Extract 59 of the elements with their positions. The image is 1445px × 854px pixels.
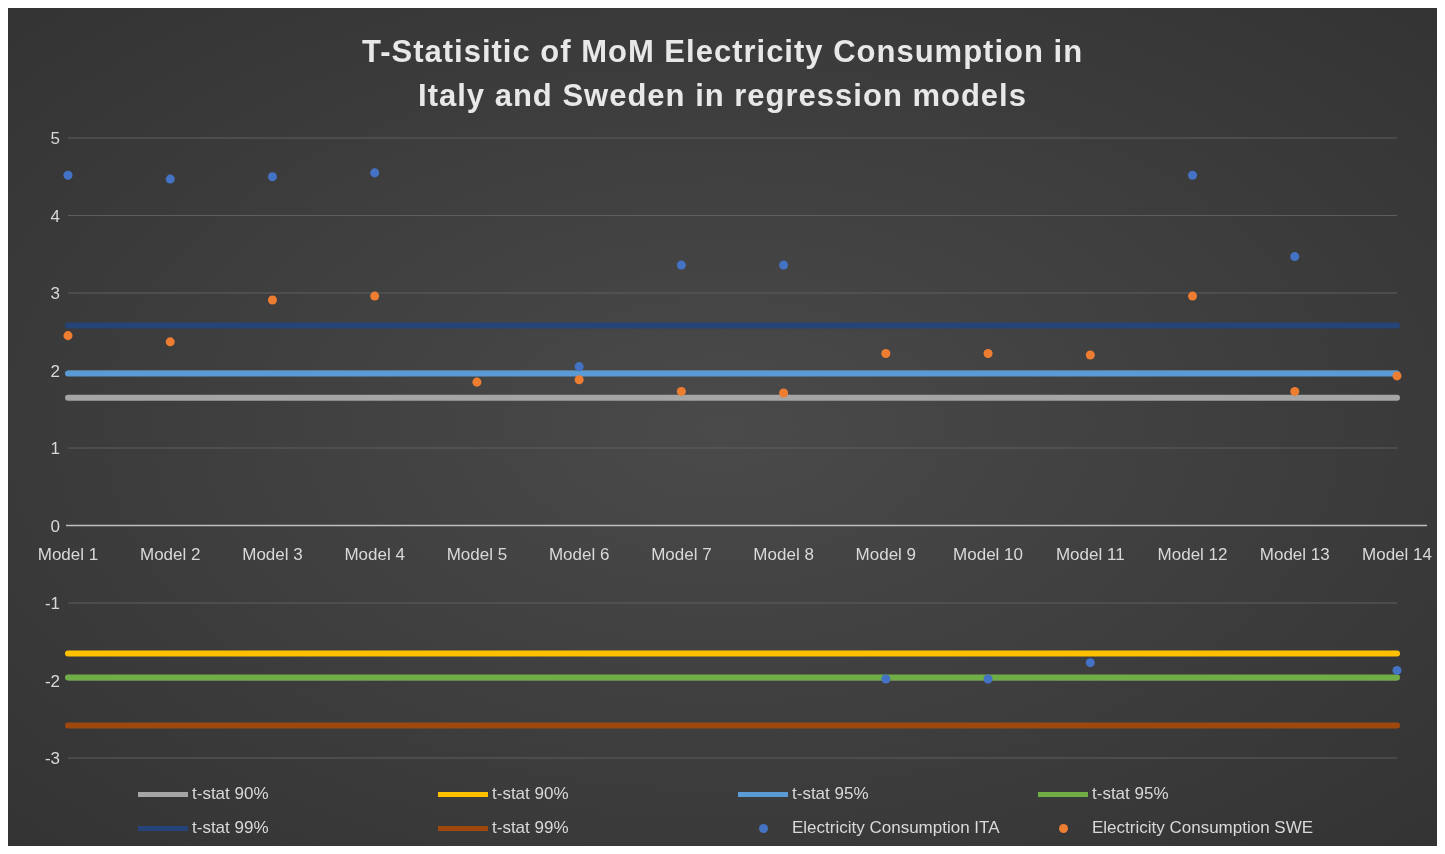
legend-label: Electricity Consumption ITA <box>792 818 1000 838</box>
x-tick-label: Model 5 <box>446 544 508 564</box>
point <box>779 260 789 270</box>
point <box>267 172 277 182</box>
legend-label: t-stat 90% <box>492 784 569 804</box>
point <box>676 260 686 270</box>
x-tick-label: Model 4 <box>344 544 405 564</box>
x-tick-label: Model 14 <box>1362 544 1432 564</box>
x-tick-label: Model 10 <box>953 544 1024 564</box>
point <box>370 291 380 301</box>
point <box>267 295 277 305</box>
point <box>574 375 584 385</box>
x-tick-label: Model 13 <box>1259 544 1330 564</box>
y-tick-label: 3 <box>50 284 60 304</box>
point <box>165 174 175 184</box>
point <box>881 348 891 358</box>
point <box>1392 371 1402 381</box>
y-tick-label: -1 <box>44 594 60 614</box>
chart-title: T-Statisitic of MoM Electricity Consumption in Italy and Sweden in regression models <box>360 33 1085 115</box>
point <box>983 674 993 684</box>
point <box>779 388 789 398</box>
y-tick-label: 0 <box>50 516 60 536</box>
point <box>63 170 73 180</box>
x-tick-label: Model 11 <box>1055 544 1125 564</box>
legend-label: t-stat 95% <box>1092 784 1169 804</box>
y-tick-label: 4 <box>50 206 60 226</box>
point <box>165 337 175 347</box>
y-tick-label: 5 <box>50 129 60 149</box>
point <box>676 386 686 396</box>
y-tick-label: 2 <box>50 361 60 381</box>
point <box>370 168 380 178</box>
legend-label: t-stat 99% <box>192 818 269 838</box>
point <box>63 331 73 341</box>
x-tick-label: Model 6 <box>548 544 610 564</box>
y-tick-label: 1 <box>50 439 60 459</box>
legend-label: t-stat 90% <box>192 784 269 804</box>
point <box>1290 386 1300 396</box>
x-tick-label: Model 2 <box>139 544 201 564</box>
point <box>1085 658 1095 668</box>
x-tick-label: Model 9 <box>855 544 917 564</box>
x-tick-label: Model 7 <box>651 544 712 564</box>
point <box>983 348 993 358</box>
legend-label: t-stat 95% <box>792 784 869 804</box>
point <box>1188 170 1198 180</box>
x-tick-label: Model 12 <box>1157 544 1228 564</box>
legend-label: t-stat 99% <box>492 818 569 838</box>
legend-label: Electricity Consumption SWE <box>1092 818 1314 838</box>
x-tick-label: Model 3 <box>242 544 303 564</box>
point <box>1290 252 1300 262</box>
y-tick-label: -3 <box>44 749 60 769</box>
point <box>472 377 482 387</box>
point <box>881 674 891 684</box>
point <box>1188 291 1198 301</box>
point <box>1392 665 1402 675</box>
point <box>1085 350 1095 360</box>
x-tick-label: Model 8 <box>753 544 814 564</box>
x-tick-label: Model 1 <box>37 544 99 564</box>
point <box>574 362 584 372</box>
y-tick-label: -2 <box>44 671 60 691</box>
